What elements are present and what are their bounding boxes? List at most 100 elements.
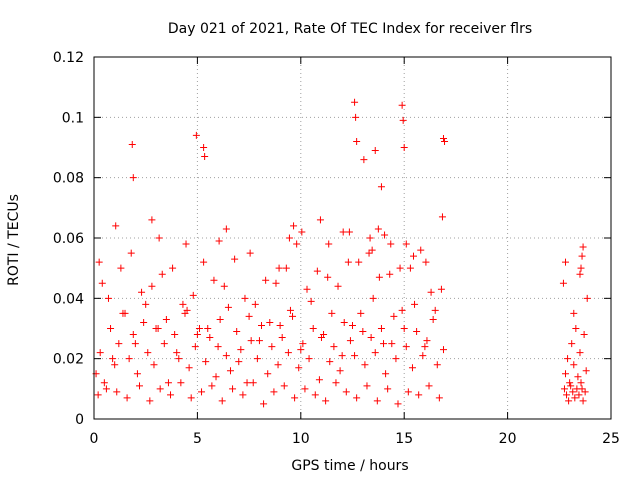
chart-title: Day 021 of 2021, Rate Of TEC Index for r… — [168, 21, 532, 37]
data-point — [128, 140, 136, 148]
x-tick-label: 0 — [90, 431, 99, 447]
data-point — [253, 355, 261, 363]
data-point — [339, 228, 347, 236]
data-point — [123, 394, 131, 402]
data-point — [201, 153, 209, 161]
data-point — [270, 388, 278, 396]
data-point — [258, 321, 266, 329]
data-point — [351, 98, 359, 106]
data-point — [386, 270, 394, 278]
data-point — [578, 252, 586, 260]
data-point — [268, 343, 276, 351]
data-point — [381, 231, 389, 239]
data-point — [577, 264, 585, 272]
data-point — [260, 400, 268, 408]
data-point — [346, 337, 354, 345]
y-tick-label: 0.06 — [53, 231, 84, 247]
data-point — [371, 147, 379, 155]
data-point — [344, 258, 352, 266]
data-point — [377, 183, 385, 191]
data-point — [129, 331, 137, 339]
data-point — [583, 294, 591, 302]
data-point — [231, 255, 239, 263]
data-point — [210, 276, 218, 284]
data-point — [400, 144, 408, 151]
data-point — [173, 349, 181, 357]
data-point — [249, 379, 257, 387]
data-point — [140, 318, 148, 326]
data-point — [299, 340, 307, 348]
data-point — [577, 379, 585, 387]
data-point — [566, 379, 574, 387]
data-point — [421, 343, 429, 351]
data-point — [229, 385, 237, 393]
data-point — [427, 288, 435, 296]
data-point — [574, 373, 582, 381]
data-point — [245, 312, 253, 320]
data-point — [559, 279, 567, 287]
data-point — [195, 325, 203, 332]
data-point — [394, 400, 402, 408]
data-point — [363, 382, 371, 390]
data-point — [214, 343, 222, 351]
data-point — [402, 240, 410, 248]
data-point — [224, 303, 232, 311]
data-point — [575, 391, 583, 399]
data-point — [98, 279, 106, 287]
data-point — [562, 370, 570, 378]
data-point — [189, 291, 197, 299]
data-point — [162, 315, 170, 323]
data-point — [115, 340, 123, 348]
data-point — [301, 385, 309, 393]
data-point — [112, 222, 120, 230]
data-point — [298, 228, 306, 236]
data-point — [411, 300, 419, 308]
grid — [94, 57, 611, 419]
data-point — [568, 340, 576, 348]
data-point — [127, 249, 135, 257]
data-point — [295, 364, 303, 372]
data-points — [92, 98, 591, 408]
data-point — [275, 264, 283, 272]
data-point — [392, 355, 400, 363]
data-point — [402, 343, 410, 351]
data-point — [264, 370, 272, 378]
data-point — [369, 294, 377, 302]
data-point — [565, 397, 573, 405]
data-point — [576, 270, 584, 278]
data-point — [215, 237, 223, 245]
data-point — [113, 388, 121, 396]
data-point — [437, 285, 445, 293]
data-point — [435, 394, 443, 402]
data-point — [155, 234, 163, 242]
data-point — [171, 331, 179, 339]
data-point — [216, 315, 224, 323]
data-point — [185, 364, 193, 372]
data-point — [313, 267, 321, 275]
y-tick-label: 0.08 — [53, 171, 84, 187]
data-point — [305, 355, 313, 363]
data-point — [423, 337, 431, 345]
data-point — [359, 328, 367, 336]
data-point — [349, 321, 356, 329]
x-tick-label: 25 — [602, 431, 620, 447]
data-point — [384, 385, 392, 393]
data-point — [175, 355, 183, 363]
data-point — [193, 331, 201, 339]
y-tick-label: 0.12 — [53, 50, 84, 66]
data-point — [200, 144, 208, 151]
data-point — [235, 358, 243, 366]
y-axis-title: ROTI / TECUs — [6, 194, 22, 286]
x-tick-label: 15 — [395, 431, 413, 447]
data-point — [239, 391, 247, 399]
data-point — [142, 300, 150, 308]
data-point — [560, 385, 568, 393]
data-point — [371, 349, 379, 357]
data-point — [338, 352, 346, 360]
data-point — [285, 234, 293, 242]
data-point — [191, 343, 199, 351]
data-point — [212, 373, 220, 381]
data-point — [309, 325, 317, 332]
data-point — [311, 391, 319, 399]
